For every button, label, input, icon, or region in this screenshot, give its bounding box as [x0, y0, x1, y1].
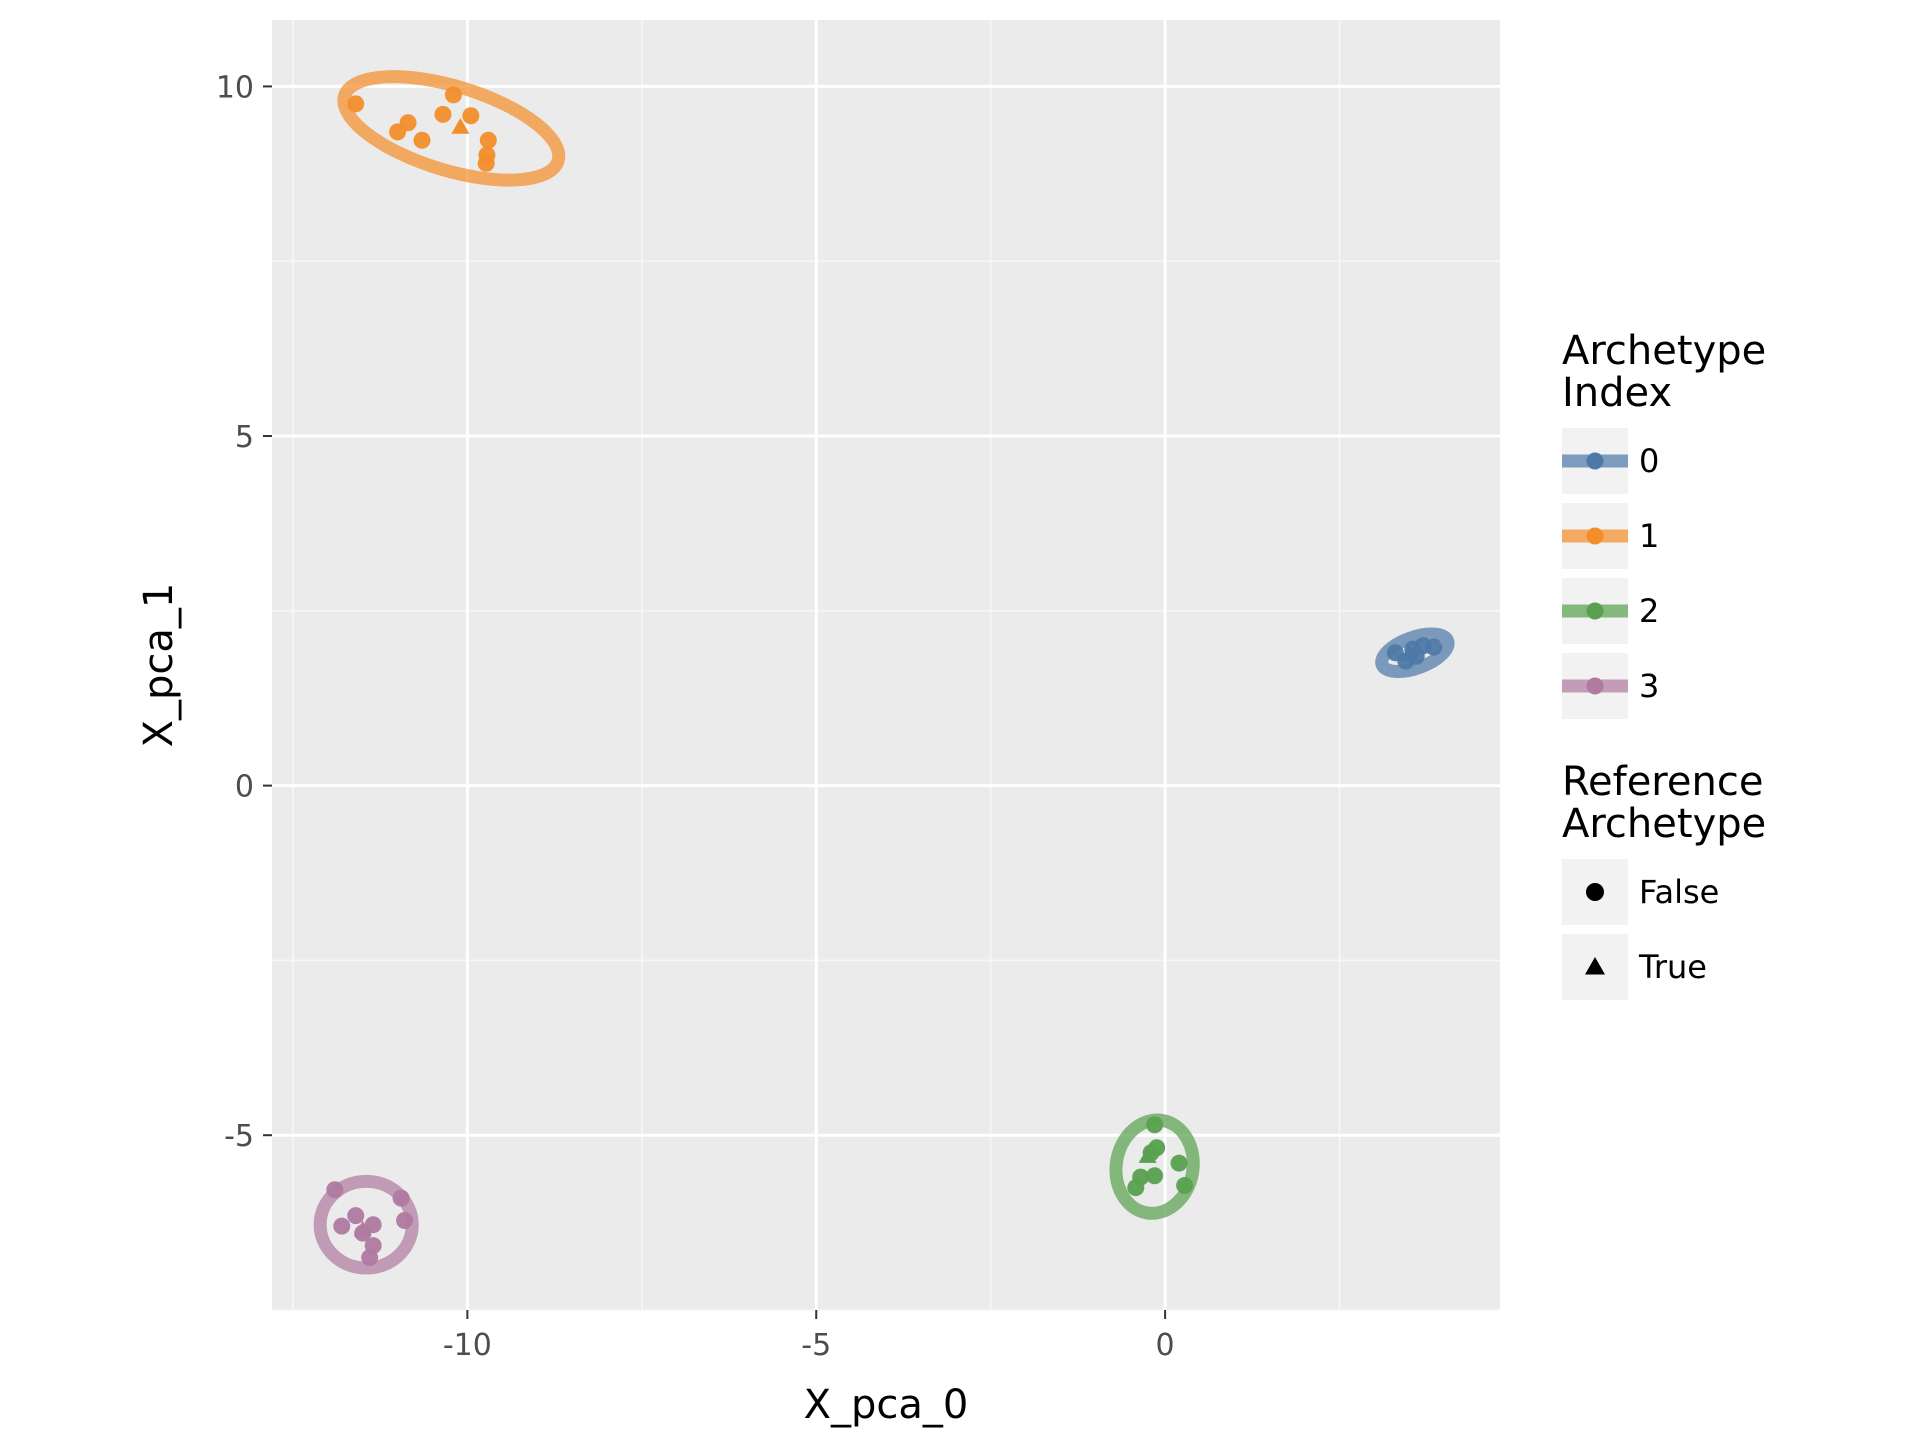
- legend-label-archetype-0: 0: [1639, 442, 1659, 480]
- data-point: [434, 105, 452, 123]
- reference-point-triangle: [353, 1220, 372, 1237]
- data-point: [1146, 1116, 1164, 1134]
- cluster-ellipse-0: [1375, 627, 1455, 679]
- data-point: [462, 107, 480, 125]
- legend-label-archetype-3: 3: [1639, 667, 1659, 705]
- legend: ArchetypeIndex0123ReferenceArchetypeFals…: [1562, 328, 1766, 1000]
- legend-title-reference-archetype: Archetype: [1562, 801, 1766, 847]
- data-point: [1146, 1167, 1164, 1185]
- x-tick-label: -10: [443, 1328, 492, 1363]
- x-axis-title: X_pca_0: [804, 1382, 969, 1428]
- cluster-ellipse-3: [313, 1174, 419, 1275]
- plot-panel: [272, 20, 1500, 1310]
- data-point: [444, 86, 462, 104]
- legend-label-archetype-2: 2: [1639, 592, 1659, 630]
- data-point: [1170, 1154, 1188, 1172]
- tick-labels: -10 -5 0 -5 0 5 10: [216, 70, 1175, 1363]
- legend-key-point-3: [1586, 677, 1604, 695]
- legend-title-archetype-index: Archetype: [1562, 328, 1766, 374]
- minor-gridlines: [272, 20, 1500, 1311]
- data-point: [326, 1181, 344, 1199]
- data-point: [1148, 1139, 1166, 1157]
- cluster-ellipses: [313, 70, 1455, 1275]
- data-point: [1425, 638, 1443, 656]
- data-point: [392, 1189, 410, 1207]
- legend-label-archetype-1: 1: [1639, 517, 1659, 555]
- data-point: [413, 131, 431, 149]
- x-tick-label: -5: [801, 1328, 831, 1363]
- data-point: [333, 1217, 351, 1235]
- data-point: [1176, 1177, 1194, 1195]
- data-point: [347, 1207, 365, 1225]
- cluster-ellipse-2: [1109, 1113, 1200, 1220]
- legend-key-point-0: [1586, 452, 1604, 470]
- cluster-ellipse-1: [337, 70, 566, 187]
- x-tick-label: 0: [1156, 1328, 1175, 1363]
- major-gridlines: [272, 20, 1500, 1310]
- axis-ticks: [263, 85, 1167, 1319]
- reference-point-triangle: [1138, 1147, 1157, 1163]
- legend-title-archetype-index: Index: [1562, 370, 1672, 416]
- data-point: [477, 154, 495, 172]
- reference-point-triangle: [451, 117, 470, 134]
- y-tick-label: 10: [216, 70, 254, 105]
- data-point: [396, 1212, 414, 1230]
- y-tick-label: -5: [224, 1119, 254, 1154]
- data-points: [326, 86, 1443, 1267]
- legend-key-point-1: [1586, 527, 1604, 545]
- legend-label-reference-false: False: [1639, 873, 1719, 911]
- legend-key-circle: [1586, 883, 1604, 901]
- reference-point-triangle: [1400, 645, 1419, 661]
- y-tick-label: 0: [235, 770, 254, 805]
- legend-key-point-2: [1586, 602, 1604, 620]
- data-point: [361, 1249, 379, 1267]
- legend-key-triangle: [1585, 957, 1605, 975]
- data-point: [1127, 1179, 1145, 1197]
- data-point: [389, 123, 407, 141]
- legend-title-reference-archetype: Reference: [1562, 759, 1763, 805]
- data-point: [479, 131, 497, 149]
- legend-label-reference-true: True: [1638, 948, 1707, 986]
- y-tick-label: 5: [235, 420, 254, 455]
- y-axis-title: X_pca_1: [136, 583, 182, 748]
- data-point: [347, 95, 365, 113]
